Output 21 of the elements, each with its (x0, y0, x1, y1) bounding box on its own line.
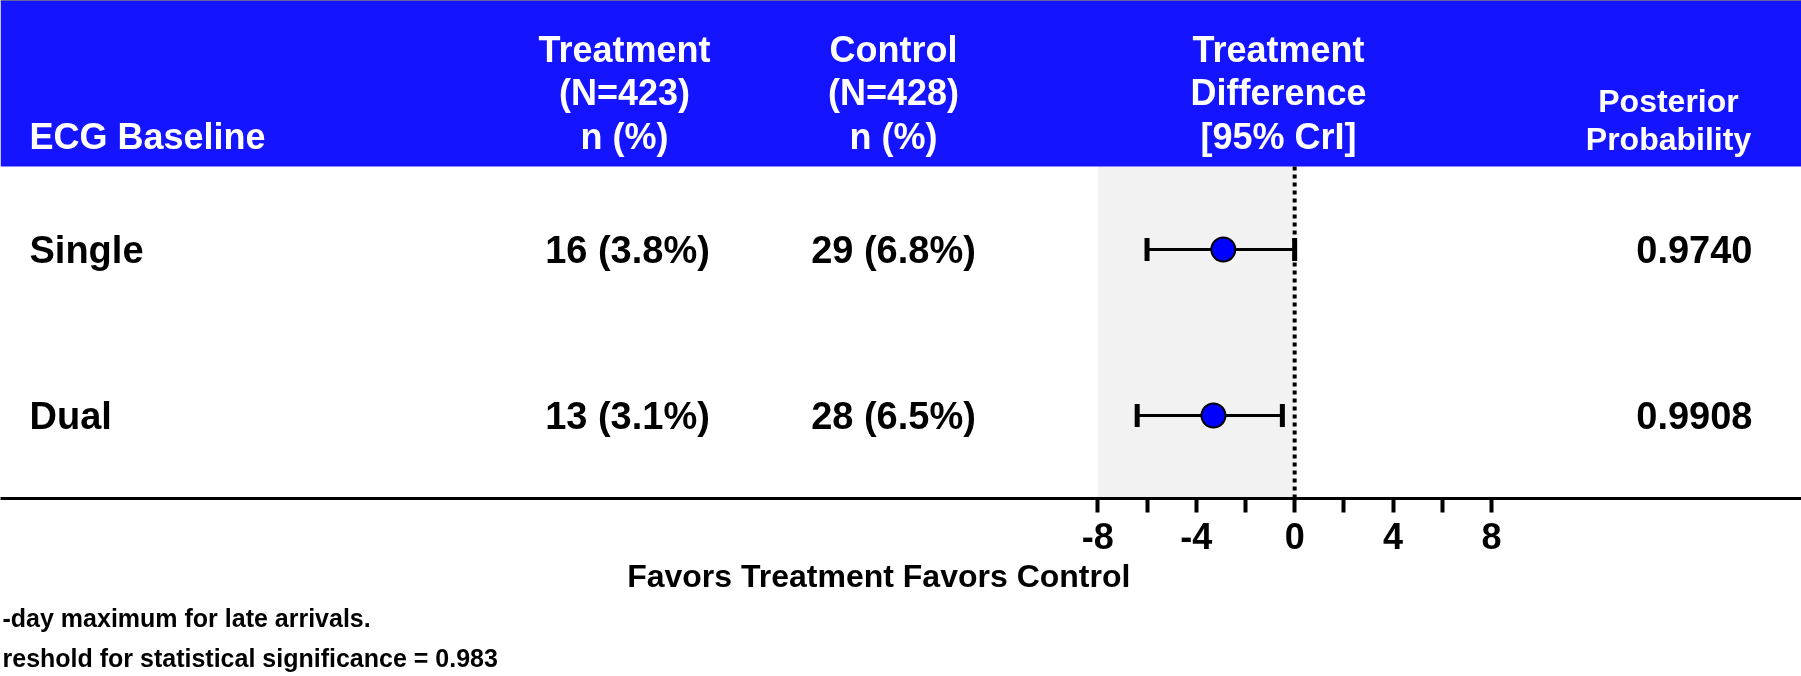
text: reshold for statistical significance = 0.983 (2, 643, 498, 672)
text: Treatment (N=423) n (%) (538, 29, 711, 157)
x-tick-label: -8 (1081, 515, 1114, 557)
text: Posterior Probability (1585, 82, 1752, 157)
annotation: 0.9908 (1636, 395, 1753, 437)
x-tick-label: 4 (1383, 515, 1404, 557)
annotation: 28 (6.5%) (811, 394, 976, 437)
y-tick-label: Single (29, 228, 144, 271)
x-tick-label: 8 (1481, 515, 1502, 557)
annotation: 0.9740 (1636, 229, 1753, 271)
annotation: 16 (3.8%) (545, 228, 710, 271)
x-axis-title: Favors Treatment Favors Control (627, 557, 1131, 594)
y-tick-label: Dual (29, 394, 112, 437)
text: Treatment Difference [95% CrI] (1190, 29, 1367, 157)
annotation: 29 (6.8%) (811, 228, 976, 271)
x-tick-label: 0 (1284, 515, 1305, 557)
text: ECG Baseline (29, 115, 266, 157)
text: Control (N=428) n (%) (827, 29, 960, 157)
text: -day maximum for late arrivals. (2, 603, 371, 632)
annotation: 13 (3.1%) (545, 394, 710, 437)
x-tick-label: -4 (1180, 515, 1213, 557)
